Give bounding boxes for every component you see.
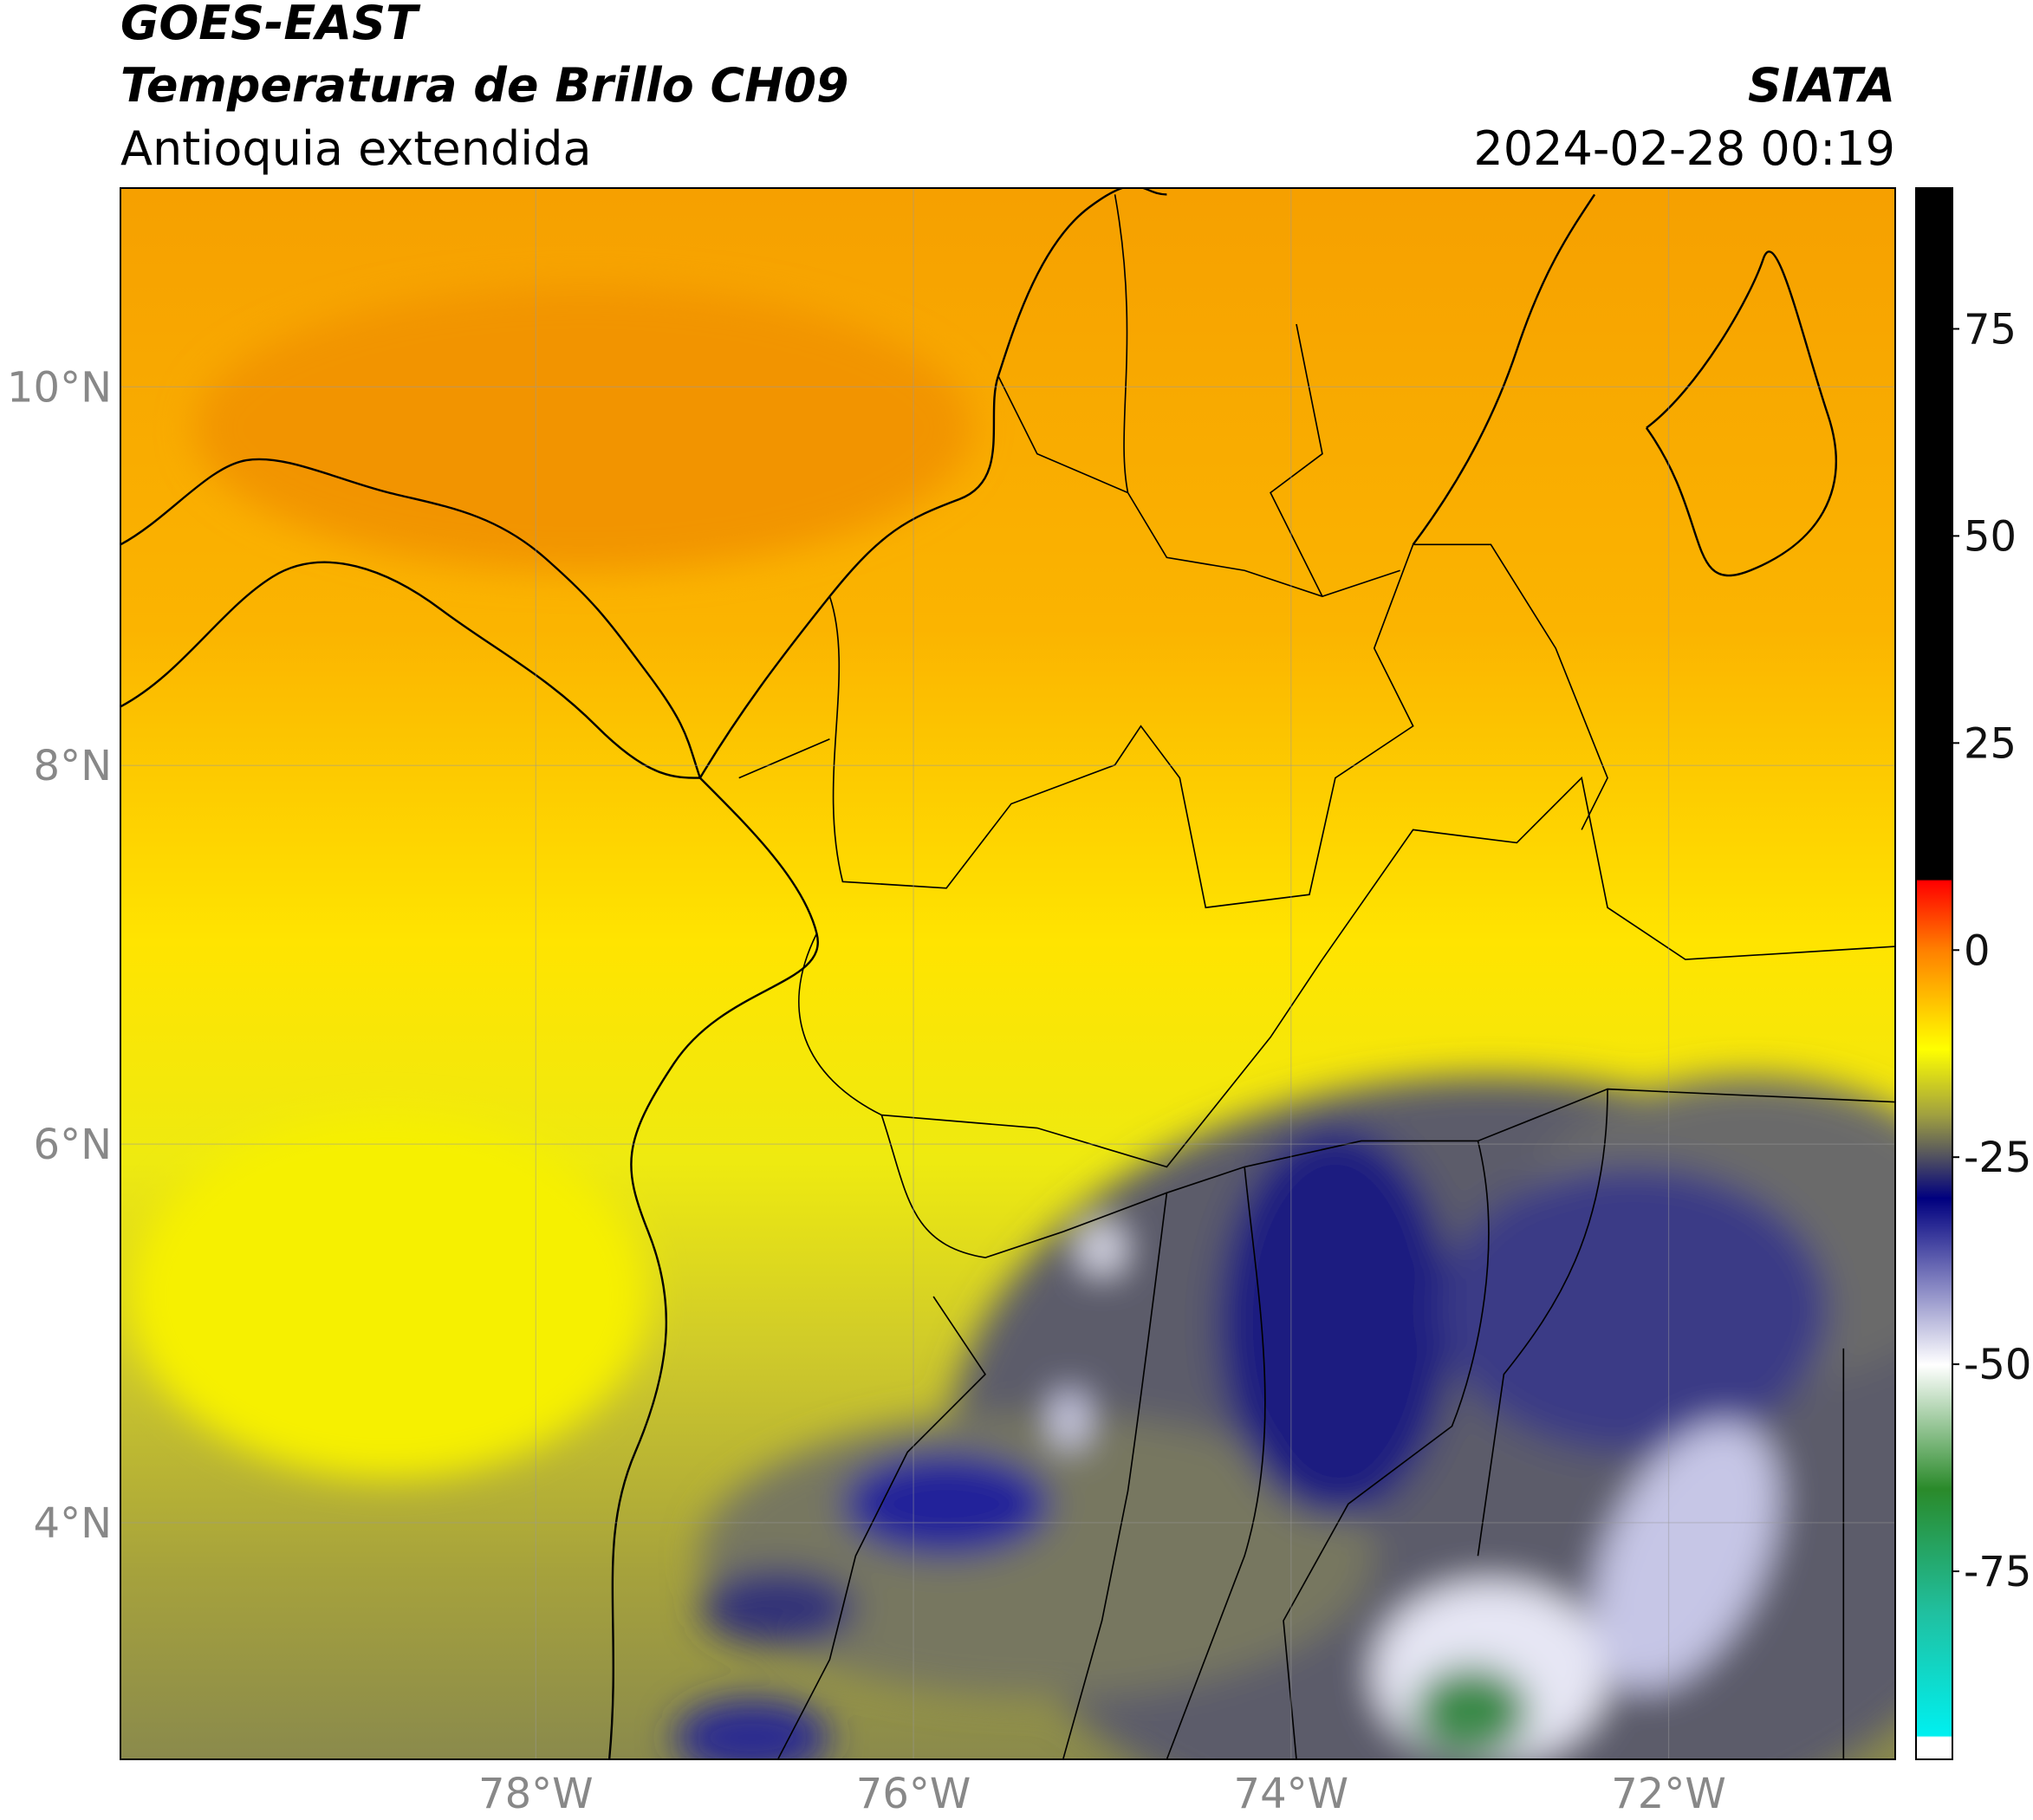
colorbar-tick-label: 50 <box>1964 512 2017 561</box>
x-tick-label: 74°W <box>1234 1770 1349 1818</box>
x-tick-label: 76°W <box>856 1770 971 1818</box>
colorbar-tick-label: 75 <box>1964 305 2017 354</box>
colorbar <box>1915 187 1953 1760</box>
colorbar-tick-label: 0 <box>1964 926 1991 975</box>
y-tick-label: 8°N <box>34 742 112 790</box>
colorbar-tick-label: 25 <box>1964 719 2017 768</box>
grid <box>120 188 1895 1759</box>
title: GOES-EAST <box>120 0 421 50</box>
y-tick-label: 4°N <box>34 1499 112 1548</box>
colorbar-tick-label: -75 <box>1964 1548 2031 1596</box>
map-image <box>120 188 1895 1759</box>
datetime: 2024-02-28 00:19 <box>1473 121 1895 176</box>
region: Antioquia extendida <box>120 121 592 176</box>
map-frame <box>120 187 1896 1760</box>
x-tick-label: 78°W <box>478 1770 594 1818</box>
colorbar-tick-label: -25 <box>1964 1134 2031 1182</box>
x-tick-label: 72°W <box>1611 1770 1726 1818</box>
y-tick-label: 6°N <box>34 1121 112 1169</box>
coastlines <box>120 188 1895 1759</box>
colorbar-tick-label: -50 <box>1964 1341 2031 1389</box>
subtitle: Temperatura de Brillo CH09 <box>120 58 849 113</box>
y-tick-label: 10°N <box>7 363 112 412</box>
source: SIATA <box>1748 58 1895 113</box>
